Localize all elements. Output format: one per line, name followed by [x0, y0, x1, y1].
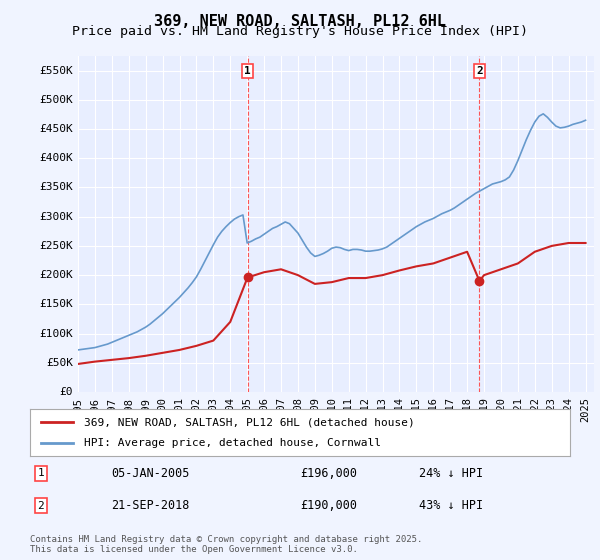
Text: HPI: Average price, detached house, Cornwall: HPI: Average price, detached house, Corn…: [84, 438, 381, 448]
Text: £400K: £400K: [39, 153, 73, 164]
Text: 1: 1: [37, 468, 44, 478]
Text: 369, NEW ROAD, SALTASH, PL12 6HL (detached house): 369, NEW ROAD, SALTASH, PL12 6HL (detach…: [84, 417, 415, 427]
Text: £250K: £250K: [39, 241, 73, 251]
Text: £196,000: £196,000: [300, 467, 357, 480]
Text: 24% ↓ HPI: 24% ↓ HPI: [419, 467, 483, 480]
Text: £100K: £100K: [39, 329, 73, 339]
Text: 2: 2: [476, 66, 483, 76]
Text: 1: 1: [244, 66, 251, 76]
Text: £550K: £550K: [39, 66, 73, 76]
Text: £300K: £300K: [39, 212, 73, 222]
Text: £500K: £500K: [39, 95, 73, 105]
Text: 05-JAN-2005: 05-JAN-2005: [111, 467, 190, 480]
Text: 21-SEP-2018: 21-SEP-2018: [111, 499, 190, 512]
Text: £190,000: £190,000: [300, 499, 357, 512]
Text: £350K: £350K: [39, 183, 73, 193]
Text: £200K: £200K: [39, 270, 73, 280]
Text: 43% ↓ HPI: 43% ↓ HPI: [419, 499, 483, 512]
Text: £450K: £450K: [39, 124, 73, 134]
Text: £50K: £50K: [46, 358, 73, 368]
Text: £150K: £150K: [39, 300, 73, 309]
Text: Contains HM Land Registry data © Crown copyright and database right 2025.
This d: Contains HM Land Registry data © Crown c…: [30, 535, 422, 554]
Text: Price paid vs. HM Land Registry's House Price Index (HPI): Price paid vs. HM Land Registry's House …: [72, 25, 528, 38]
Text: 2: 2: [37, 501, 44, 511]
Text: 369, NEW ROAD, SALTASH, PL12 6HL: 369, NEW ROAD, SALTASH, PL12 6HL: [154, 14, 446, 29]
Text: £0: £0: [59, 387, 73, 397]
